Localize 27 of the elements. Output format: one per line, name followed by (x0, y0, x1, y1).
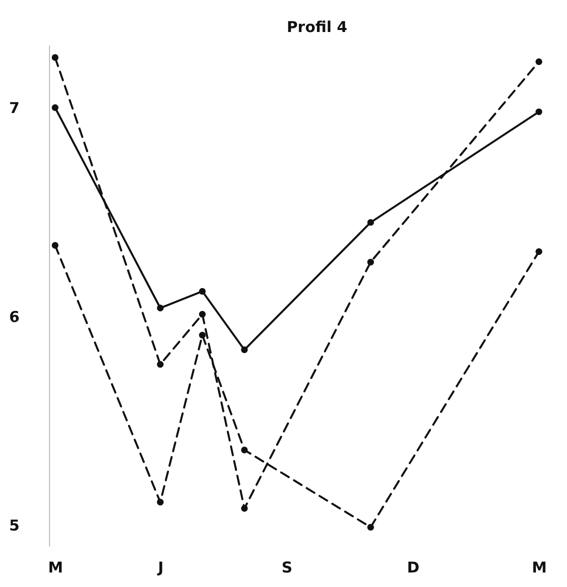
point (367, 524, 374, 531)
point (156, 498, 164, 506)
point (536, 58, 542, 66)
point (156, 304, 164, 312)
x-tick-label: M (48, 558, 64, 576)
point (536, 108, 542, 116)
chart-title: Profil 4 (286, 18, 348, 36)
point (198, 288, 206, 295)
x-tick-label: S (282, 558, 292, 576)
point (367, 258, 374, 266)
point (52, 242, 58, 249)
x-tick-label: J (156, 558, 164, 576)
x-tick-label: D (406, 558, 420, 576)
point (241, 346, 248, 354)
x-tick-label: M (532, 558, 547, 576)
point (536, 248, 542, 256)
y-tick-label: 7 (9, 99, 20, 118)
point (52, 104, 58, 111)
y-tick-label: 5 (9, 516, 20, 535)
y-tick-label: 6 (9, 308, 20, 326)
point (367, 219, 374, 226)
point (241, 446, 248, 454)
point (241, 505, 248, 512)
point (198, 332, 206, 339)
point (156, 361, 164, 368)
point (52, 54, 58, 61)
point (198, 310, 206, 318)
